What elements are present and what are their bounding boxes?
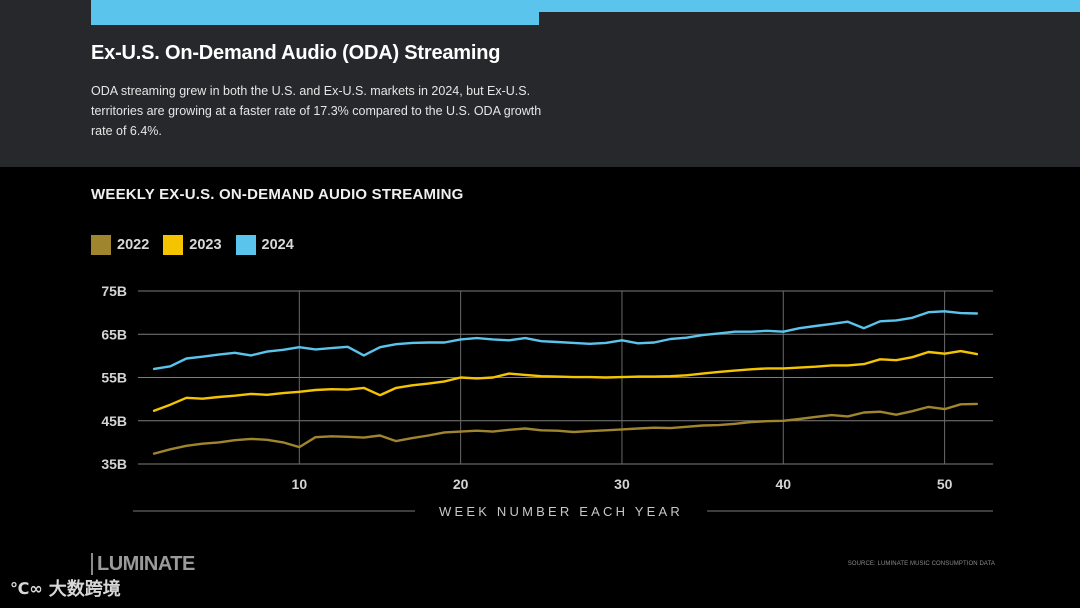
legend-item-2024: 2024	[235, 235, 294, 255]
x-tick-label: 50	[937, 476, 953, 492]
chart-title: WEEKLY EX-U.S. ON-DEMAND AUDIO STREAMING	[91, 186, 464, 203]
header-panel	[0, 0, 1080, 167]
watermark-logo-icon: ℃∞	[10, 578, 43, 598]
legend-item-2023: 2023	[163, 235, 222, 255]
x-tick-label: 40	[775, 476, 791, 492]
series-line-2022	[152, 402, 979, 455]
legend-label-2022: 2022	[117, 237, 150, 253]
legend-label-2023: 2023	[189, 237, 222, 253]
legend-label-2024: 2024	[261, 237, 294, 253]
legend-swatch-2022	[91, 235, 111, 255]
y-tick-label: 65B	[101, 326, 127, 342]
page-description: ODA streaming grew in both the U.S. and …	[91, 84, 542, 138]
series-line-2023	[152, 349, 979, 412]
page-title: Ex-U.S. On-Demand Audio (ODA) Streaming	[91, 42, 501, 64]
accent-bar	[91, 0, 539, 25]
legend-swatch-2023	[163, 235, 184, 255]
luminate-logo: LUMINATE	[91, 553, 195, 575]
legend-swatch-2024	[235, 235, 256, 255]
series-line-2024	[152, 310, 979, 371]
y-tick-label: 75B	[101, 283, 127, 299]
x-tick-label: 30	[614, 476, 630, 492]
x-tick-label: 10	[292, 476, 308, 492]
y-tick-label: 55B	[101, 370, 127, 386]
y-tick-label: 35B	[101, 456, 127, 472]
legend-item-2022: 2022	[91, 235, 149, 255]
watermark: ℃∞ 大数跨境	[10, 575, 121, 601]
source-note: SOURCE: LUMINATE MUSIC CONSUMPTION DATA	[847, 561, 995, 567]
watermark-text: 大数跨境	[48, 579, 121, 599]
chart-legend: 2022 2023 2024	[91, 235, 308, 255]
accent-bar-thin	[539, 0, 1080, 12]
x-axis-label: WEEK NUMBER EACH YEAR	[439, 504, 683, 519]
y-tick-label: 45B	[101, 413, 127, 429]
x-tick-label: 20	[453, 476, 469, 492]
